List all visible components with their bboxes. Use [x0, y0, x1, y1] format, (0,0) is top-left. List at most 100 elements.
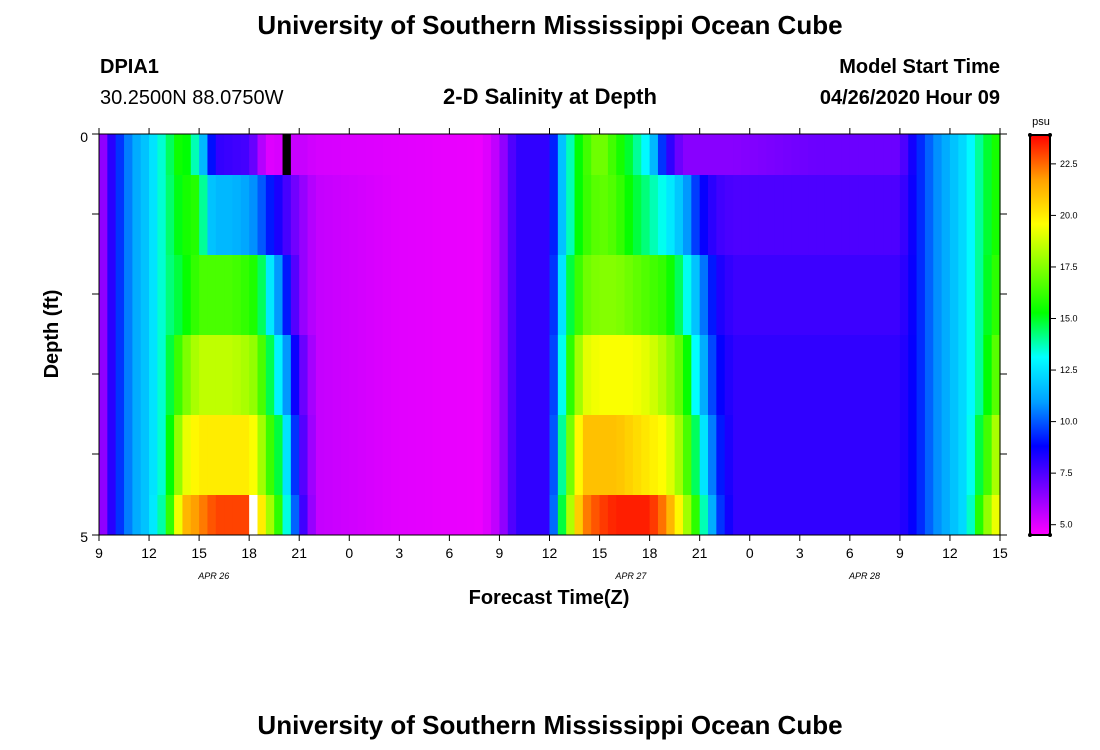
x-axis-label: Forecast Time(Z) [469, 587, 630, 609]
heatmap-cell [866, 134, 876, 175]
heatmap-cell [908, 255, 918, 335]
heatmap-cell [307, 134, 317, 175]
heatmap-cell [466, 335, 476, 415]
heatmap-cell [532, 134, 542, 175]
heatmap-cell [265, 134, 275, 175]
heatmap-cell [374, 335, 384, 415]
heatmap-cell [891, 175, 901, 255]
heatmap-cell [290, 134, 300, 175]
heatmap-cell [549, 335, 559, 415]
heatmap-cell [766, 415, 776, 495]
heatmap-cell [874, 134, 884, 175]
heatmap-cell [115, 175, 125, 255]
heatmap-cell [991, 175, 1001, 255]
heatmap-cell [199, 255, 209, 335]
heatmap-cell [766, 134, 776, 175]
heatmap-cell [799, 495, 809, 535]
heatmap-cell [849, 175, 859, 255]
heatmap-cell [674, 335, 684, 415]
heatmap-cell [899, 495, 909, 535]
x-tick-label: 3 [796, 545, 804, 561]
heatmap-cell [899, 175, 909, 255]
heatmap-cell [516, 415, 526, 495]
heatmap-cell [457, 175, 467, 255]
heatmap-cell [758, 255, 767, 335]
heatmap-cell [274, 134, 284, 175]
footer-title: University of Southern Mississippi Ocean… [257, 710, 843, 740]
heatmap-cell [591, 415, 601, 495]
heatmap-cell [733, 335, 742, 415]
heatmap-cell [908, 134, 918, 175]
heatmap-cell [899, 134, 909, 175]
heatmap-cell [299, 495, 309, 535]
heatmap-cell [783, 495, 793, 535]
heatmap-cell [507, 415, 517, 495]
heatmap-cell [457, 415, 467, 495]
heatmap-cell [566, 415, 576, 495]
heatmap-cell [532, 175, 542, 255]
heatmap-cell [874, 255, 884, 335]
heatmap-cell [182, 134, 192, 175]
heatmap-cell [382, 495, 392, 535]
heatmap-cell [674, 255, 684, 335]
heatmap-cell [657, 495, 667, 535]
heatmap-cell [933, 255, 943, 335]
heatmap-cell [507, 255, 517, 335]
x-tick-label: 9 [95, 545, 103, 561]
heatmap-cell [115, 415, 125, 495]
heatmap-cell [107, 415, 117, 495]
colorbar-tick-label: 7.5 [1060, 468, 1073, 478]
heatmap-cell [833, 134, 843, 175]
heatmap-cell [290, 415, 300, 495]
heatmap-cell [516, 335, 526, 415]
heatmap-cell [207, 335, 217, 415]
heatmap-cell [908, 175, 918, 255]
heatmap-cell [307, 335, 317, 415]
heatmap-cell [449, 415, 459, 495]
heatmap-cell [466, 255, 476, 335]
heatmap-cell [491, 134, 501, 175]
heatmap-cell [682, 255, 692, 335]
heatmap-cell [983, 415, 993, 495]
heatmap-cell [365, 495, 375, 535]
heatmap-cell [340, 495, 350, 535]
heatmap-cell [766, 335, 776, 415]
heatmap-cell [582, 335, 592, 415]
heatmap-cell [399, 255, 409, 335]
heatmap-cell [132, 175, 142, 255]
heatmap-cell [699, 175, 709, 255]
heatmap-cell [833, 175, 843, 255]
heatmap-cell [457, 495, 467, 535]
heatmap-cell [357, 255, 367, 335]
heatmap-cell [607, 495, 617, 535]
heatmap-cell [107, 495, 117, 535]
heatmap-cell [741, 495, 751, 535]
x-tick-label: 15 [592, 545, 608, 561]
heatmap-cell [174, 415, 184, 495]
heatmap-cell [766, 255, 776, 335]
heatmap-cell [124, 335, 133, 415]
heatmap-cell [349, 175, 359, 255]
heatmap-cell [182, 175, 192, 255]
heatmap-cell [174, 495, 184, 535]
heatmap-cell [541, 335, 551, 415]
heatmap-cell [516, 134, 526, 175]
heatmap-cell [599, 175, 609, 255]
heatmap-cell [215, 175, 225, 255]
heatmap-cell [407, 175, 417, 255]
heatmap-cell [716, 175, 726, 255]
heatmap-cell [883, 335, 893, 415]
heatmap-cell [474, 415, 484, 495]
heatmap-cell [324, 134, 334, 175]
heatmap-cell [791, 134, 801, 175]
heatmap-cell [249, 415, 259, 495]
heatmap-cell [265, 175, 275, 255]
heatmap-cell [941, 134, 951, 175]
heatmap-cell [866, 175, 876, 255]
heatmap-cell [716, 255, 726, 335]
heatmap-cell [599, 335, 609, 415]
heatmap-cell [199, 495, 209, 535]
heatmap-cell [674, 175, 684, 255]
heatmap-cell [457, 335, 467, 415]
heatmap-cell [649, 175, 659, 255]
